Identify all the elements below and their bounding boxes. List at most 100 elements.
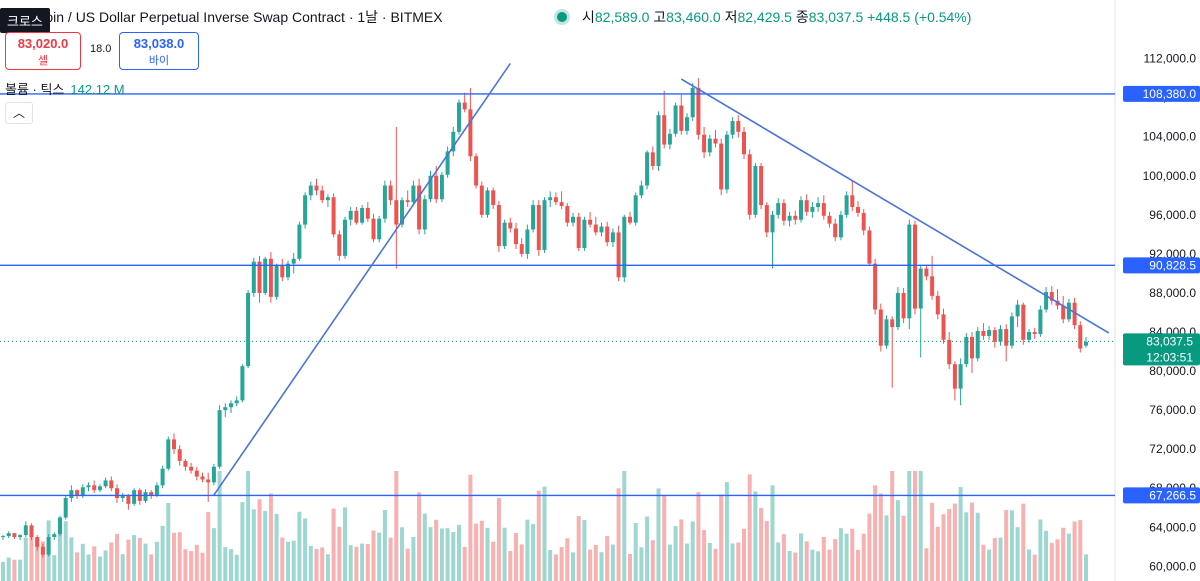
- candle: [850, 195, 855, 208]
- volume-bar: [297, 511, 302, 581]
- volume-bar: [964, 512, 969, 581]
- volume-bar: [411, 537, 416, 581]
- candle: [873, 263, 878, 310]
- volume-bar: [519, 544, 524, 581]
- volume-bar: [286, 541, 290, 581]
- candle: [1078, 325, 1083, 349]
- candle: [736, 121, 741, 132]
- candle: [981, 331, 986, 336]
- volume-bar: [194, 544, 199, 581]
- volume-bar: [679, 519, 684, 581]
- volume-bar: [217, 471, 222, 581]
- candle: [445, 151, 450, 175]
- candle: [320, 190, 325, 201]
- volume-bar: [833, 539, 838, 581]
- symbol-title[interactable]: Bitcoin / US Dollar Perpetual Inverse Sw…: [4, 7, 443, 27]
- candle: [1084, 341, 1088, 346]
- candle: [890, 319, 895, 328]
- candle: [588, 219, 593, 225]
- volume-bar: [702, 530, 707, 581]
- volume-bar: [280, 537, 285, 581]
- candle: [895, 292, 900, 328]
- candle: [462, 102, 467, 110]
- candle: [183, 460, 188, 467]
- candle: [325, 197, 330, 201]
- volume-bar: [713, 548, 718, 581]
- volume-bar: [884, 515, 889, 581]
- candle: [428, 175, 433, 200]
- candle: [160, 468, 165, 486]
- volume-bar: [935, 526, 940, 581]
- volume-bar: [132, 535, 137, 581]
- volume-bar: [650, 540, 655, 581]
- buy-label: 바이: [148, 55, 170, 67]
- candle: [1021, 304, 1026, 340]
- volume-bar: [445, 528, 450, 581]
- volume-bar: [291, 540, 296, 581]
- candle: [690, 87, 695, 118]
- volume-bar: [593, 545, 598, 581]
- candle: [1009, 316, 1014, 346]
- volume-bar: [1021, 503, 1026, 581]
- volume-bar: [707, 542, 712, 581]
- candle: [365, 207, 370, 219]
- volume-bar: [377, 532, 382, 581]
- volume-bar: [827, 549, 832, 581]
- candle: [770, 214, 775, 233]
- candle: [69, 490, 74, 498]
- volume-bar: [764, 521, 769, 581]
- candle: [679, 105, 684, 131]
- candle: [400, 200, 404, 225]
- candle: [821, 203, 826, 216]
- volume-bar: [639, 547, 644, 581]
- volume-bar: [947, 509, 952, 581]
- candle: [120, 496, 125, 498]
- volume-bar: [907, 471, 912, 581]
- candle: [371, 218, 376, 240]
- candle: [553, 197, 558, 203]
- buy-button[interactable]: 83,038.0 바이: [119, 32, 199, 70]
- falling-trendline[interactable]: [680, 78, 1110, 334]
- volume-bar: [1009, 510, 1014, 581]
- candle: [35, 537, 40, 547]
- candle: [650, 152, 655, 166]
- sell-button[interactable]: 83,020.0 셀: [5, 32, 81, 70]
- candle: [280, 265, 285, 278]
- volume-bar: [793, 552, 798, 581]
- volume-label: 볼륨 · 틱스: [5, 82, 65, 97]
- volume-bar: [810, 549, 815, 581]
- candle: [274, 265, 279, 297]
- volume-bar: [35, 537, 40, 581]
- candle: [707, 138, 712, 153]
- level-price-label-bg: [1123, 85, 1200, 102]
- candle: [257, 261, 262, 293]
- volume-bar: [240, 502, 245, 581]
- candle: [844, 195, 849, 215]
- candle: [1, 536, 5, 538]
- volume-bar: [308, 545, 313, 581]
- countdown-label: 12:03:51: [1146, 350, 1193, 364]
- volume-bar: [930, 502, 935, 581]
- volume-legend[interactable]: 볼륨 · 틱스 142.12 M: [5, 79, 125, 98]
- collapse-legend-button[interactable]: ︿: [5, 102, 33, 124]
- volume-bar: [588, 549, 593, 581]
- volume-bar: [166, 503, 171, 581]
- candle: [508, 222, 513, 229]
- volume-bar: [941, 514, 946, 581]
- volume-bar: [126, 539, 131, 581]
- candle: [103, 480, 108, 487]
- volume-bar: [1, 561, 5, 581]
- volume-bar: [970, 502, 974, 581]
- candle: [217, 410, 222, 467]
- volume-bar: [439, 528, 444, 581]
- volume-bar: [901, 515, 906, 581]
- volume-bar: [508, 550, 513, 581]
- rising-trendline[interactable]: [213, 63, 511, 496]
- candle: [519, 244, 524, 254]
- candle: [240, 366, 245, 401]
- current-price-label-bg: [1123, 333, 1200, 366]
- candle: [799, 200, 803, 220]
- candle: [189, 466, 194, 471]
- candle: [730, 121, 735, 135]
